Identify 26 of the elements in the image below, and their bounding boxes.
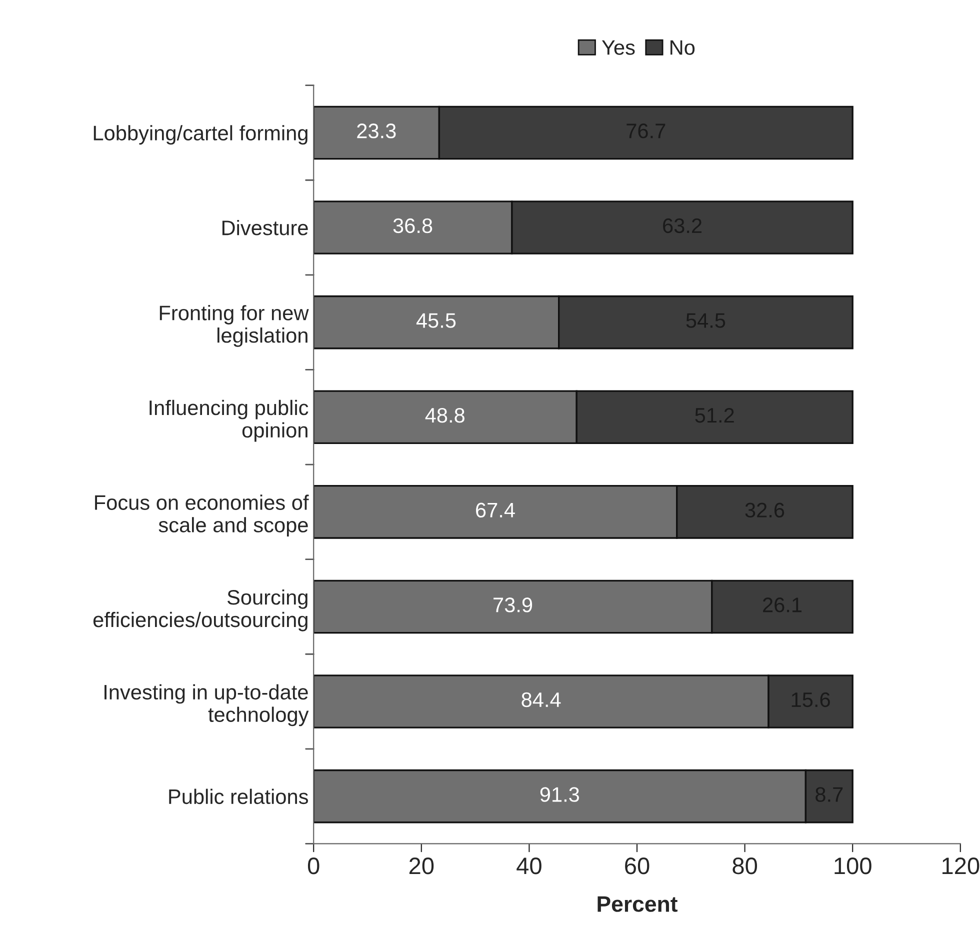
y-tick-label: Lobbying/cartel forming (94, 125, 308, 145)
data-label: 91.3 (540, 787, 580, 802)
x-tick-label: 20 (409, 858, 434, 874)
data-label: 48.8 (425, 408, 464, 423)
x-tick-label: 40 (516, 858, 542, 874)
x-tick-label: 80 (732, 858, 758, 874)
data-label: 84.4 (522, 692, 561, 708)
x-tick-label: 60 (625, 858, 650, 874)
data-label: 73.9 (494, 598, 532, 612)
x-tick-label: 120 (942, 858, 980, 874)
y-tick-label: Sourcing efficiencies/outsourcing (93, 589, 308, 632)
y-tick-label: Divesture (222, 220, 308, 236)
y-tick-label: Influencing public opinion (150, 400, 308, 442)
data-label: 67.4 (476, 502, 515, 518)
y-tick-label: Investing in up-to-date technology (104, 684, 309, 726)
data-label: 45.5 (416, 313, 456, 328)
x-tick-label: 100 (834, 858, 872, 874)
y-tick-label: Focus on economies of scale and scope (95, 494, 309, 537)
x-axis-title: Percent (598, 896, 678, 912)
y-tick-label: Fronting for new legislation (160, 305, 309, 347)
y-tick-label: Public relations (169, 788, 308, 804)
legend-label: Yes (602, 40, 635, 55)
data-label: 36.8 (393, 218, 432, 234)
data-label: 23.3 (357, 124, 396, 138)
x-tick-label: 0 (308, 858, 320, 874)
legend-label: No (670, 40, 695, 55)
